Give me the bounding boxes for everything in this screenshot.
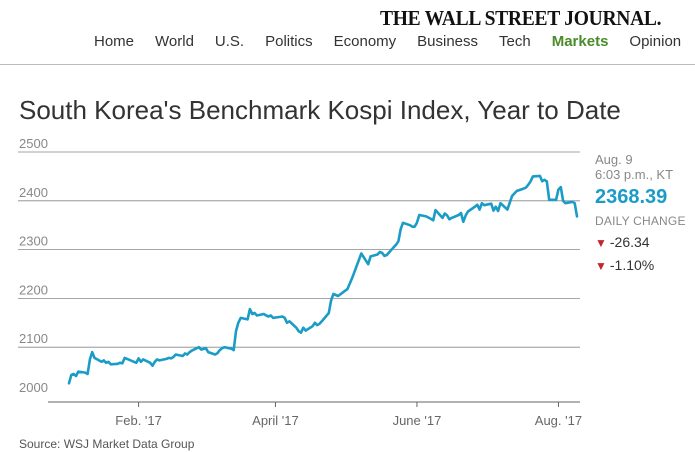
y-tick-label: 2100 <box>19 331 48 346</box>
nav-tech[interactable]: Tech <box>499 33 531 50</box>
change-percent: ▼ -1.10% <box>595 256 686 275</box>
x-tick-label: Aug. '17 <box>535 413 582 428</box>
header-divider <box>0 64 695 65</box>
nav-opinion[interactable]: Opinion <box>629 33 682 50</box>
y-tick-label: 2000 <box>19 380 48 395</box>
nav-business[interactable]: Business <box>417 33 479 50</box>
down-triangle-icon: ▼ <box>595 259 607 273</box>
main-nav: Home World U.S. Politics Economy Busines… <box>94 33 695 50</box>
y-tick-label: 2400 <box>19 185 48 200</box>
readout-price: 2368.39 <box>595 186 668 208</box>
nav-us[interactable]: U.S. <box>214 33 245 50</box>
price-readout: Aug. 9 6:03 p.m., KT 2368.39 DAILY CHANG… <box>595 152 686 275</box>
nav-markets[interactable]: Markets <box>551 33 609 50</box>
change-points: ▼ -26.34 <box>595 233 686 252</box>
y-tick-label: 2300 <box>19 234 48 249</box>
chart-title: South Korea's Benchmark Kospi Index, Yea… <box>19 95 621 126</box>
wsj-masthead-logo[interactable]: THE WALL STREET JOURNAL. <box>380 6 662 30</box>
readout-date: Aug. 9 <box>595 152 633 167</box>
x-tick-label: June '17 <box>393 413 442 428</box>
nav-economy[interactable]: Economy <box>333 33 397 50</box>
source-note: Source: WSJ Market Data Group <box>19 437 195 451</box>
change-percent-value: -1.10% <box>609 257 655 273</box>
nav-world[interactable]: World <box>155 33 194 50</box>
x-tick-label: April '17 <box>252 413 299 428</box>
nav-home[interactable]: Home <box>94 33 135 50</box>
change-points-value: -26.34 <box>609 234 650 250</box>
daily-change-label: DAILY CHANGE <box>595 214 686 228</box>
series-line <box>67 174 579 385</box>
y-tick-label: 2500 <box>19 136 48 151</box>
x-tick-label: Feb. '17 <box>115 413 162 428</box>
readout-time: 6:03 p.m., KT <box>595 167 674 182</box>
nav-politics[interactable]: Politics <box>265 33 313 50</box>
down-triangle-icon: ▼ <box>595 236 607 250</box>
y-tick-label: 2200 <box>19 282 48 297</box>
